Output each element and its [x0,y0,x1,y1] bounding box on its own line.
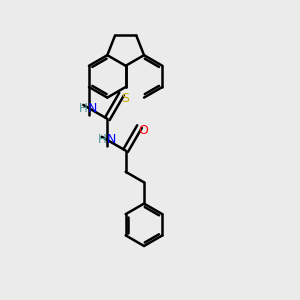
Text: H: H [98,134,106,146]
Text: H: H [79,102,88,115]
Text: N: N [88,102,98,115]
Text: O: O [138,124,148,137]
Text: S: S [121,92,129,106]
Text: N: N [106,134,116,146]
